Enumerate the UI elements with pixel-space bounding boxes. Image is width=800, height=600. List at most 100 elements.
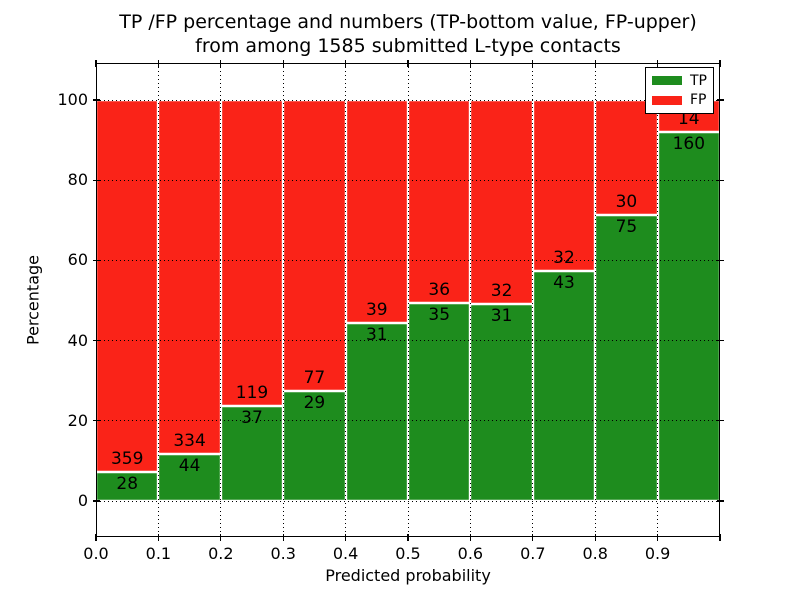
x-tick-mark-top bbox=[407, 59, 409, 67]
legend: TP FP bbox=[645, 67, 714, 114]
x-tick-mark-top bbox=[345, 59, 347, 67]
fp-legend-label: FP bbox=[690, 92, 707, 109]
x-tick-mark bbox=[657, 533, 659, 541]
tp-count-label: 28 bbox=[116, 473, 139, 494]
x-tick-mark-top bbox=[532, 59, 534, 67]
legend-entry-fp: FP bbox=[652, 93, 709, 107]
v-gridline bbox=[220, 63, 222, 537]
fp-legend-swatch bbox=[652, 95, 682, 105]
x-tick-mark-top bbox=[657, 59, 659, 67]
fp-count-label: 36 bbox=[428, 280, 451, 301]
tp-count-label: 35 bbox=[428, 305, 451, 326]
x-tick-label: 0.1 bbox=[145, 544, 172, 563]
x-tick-label: 0.3 bbox=[270, 544, 296, 563]
x-tick-mark-top bbox=[594, 59, 596, 67]
legend-entry-tp: TP bbox=[652, 74, 709, 88]
v-gridline bbox=[594, 63, 596, 537]
x-tick-mark bbox=[220, 533, 222, 541]
v-gridline bbox=[282, 63, 284, 537]
tp-count-label: 43 bbox=[553, 273, 575, 294]
chart-title-line1: TP /FP percentage and numbers (TP-bottom… bbox=[119, 11, 697, 33]
y-tick-mark-right bbox=[716, 179, 724, 181]
tp-count-label: 37 bbox=[241, 407, 263, 428]
y-tick-label: 100 bbox=[57, 90, 88, 109]
y-axis-label: Percentage bbox=[23, 254, 43, 346]
plot-area: 359 28 334 44 119 37 77 29 39 31 36 35 32 31 32 43 30 75 1… bbox=[57, 59, 724, 563]
tp-count-label: 31 bbox=[490, 305, 513, 326]
tp-legend-swatch bbox=[652, 76, 682, 86]
x-tick-mark bbox=[345, 533, 347, 541]
x-tick-mark bbox=[95, 533, 97, 541]
y-tick-mark bbox=[92, 340, 100, 342]
y-tick-label: 60 bbox=[67, 250, 88, 270]
fp-count-label: 359 bbox=[110, 448, 144, 469]
x-tick-mark-top bbox=[282, 59, 284, 67]
y-tick-mark bbox=[92, 259, 100, 261]
x-tick-label: 0.5 bbox=[395, 544, 421, 563]
v-gridline bbox=[157, 63, 159, 537]
y-tick-label: 20 bbox=[67, 410, 88, 430]
y-tick-mark bbox=[92, 99, 100, 101]
x-tick-mark bbox=[719, 533, 721, 541]
fp-count-label: 32 bbox=[490, 280, 513, 301]
bar-tp-segment bbox=[96, 471, 159, 501]
bar-tp-segment bbox=[283, 391, 346, 501]
y-tick-mark bbox=[92, 179, 100, 181]
y-tick-mark-right bbox=[716, 420, 724, 422]
bar-fp-segment bbox=[96, 100, 159, 472]
x-tick-label: 0.9 bbox=[644, 544, 671, 563]
x-tick-mark-top bbox=[469, 59, 471, 67]
chart-title: TP /FP percentage and numbers (TP-bottom… bbox=[96, 10, 720, 58]
fp-count-label: 334 bbox=[173, 431, 206, 452]
bar-tp-segment bbox=[595, 214, 658, 501]
x-tick-label: 0.0 bbox=[83, 544, 109, 563]
x-tick-label: 0.6 bbox=[457, 544, 484, 563]
x-tick-mark bbox=[594, 533, 596, 541]
bar-fp-segment bbox=[408, 100, 471, 304]
fp-count-label: 77 bbox=[303, 368, 326, 389]
bar-fp-segment bbox=[345, 100, 408, 324]
bar-tp-segment bbox=[220, 405, 284, 501]
x-tick-label: 0.2 bbox=[208, 544, 234, 563]
x-tick-mark-top bbox=[157, 59, 159, 67]
y-tick-label: 40 bbox=[67, 330, 88, 350]
tp-count-label: 31 bbox=[365, 325, 388, 346]
x-tick-mark-top bbox=[220, 59, 222, 67]
y-tick-mark bbox=[92, 420, 100, 422]
fp-count-label: 32 bbox=[553, 248, 575, 269]
v-gridline bbox=[532, 63, 534, 537]
tp-count-label: 29 bbox=[303, 393, 326, 414]
v-gridline bbox=[469, 63, 471, 537]
bar-tp-segment bbox=[532, 271, 596, 501]
x-tick-label: 0.7 bbox=[520, 544, 546, 563]
fp-count-label: 14 bbox=[677, 109, 700, 130]
bar-fp-segment bbox=[283, 100, 346, 392]
y-tick-mark bbox=[92, 500, 100, 502]
x-tick-label: 0.4 bbox=[332, 544, 359, 563]
bar-tp-segment bbox=[408, 303, 471, 501]
bar-fp-segment bbox=[595, 100, 658, 215]
x-tick-mark-top bbox=[719, 59, 721, 67]
x-tick-mark-top bbox=[95, 59, 97, 67]
v-gridline bbox=[407, 63, 409, 537]
bar-fp-segment bbox=[158, 100, 221, 455]
x-tick-mark bbox=[469, 533, 471, 541]
bar-fp-segment bbox=[220, 100, 284, 406]
x-axis-label: Predicted probability bbox=[325, 566, 491, 585]
y-tick-mark-right bbox=[716, 99, 724, 101]
bar-tp-segment bbox=[158, 454, 221, 501]
tp-legend-label: TP bbox=[690, 72, 707, 89]
v-gridline bbox=[345, 63, 347, 537]
x-tick-mark bbox=[407, 533, 409, 541]
fp-count-label: 39 bbox=[365, 300, 388, 321]
fp-count-label: 119 bbox=[235, 382, 269, 403]
y-tick-mark-right bbox=[716, 259, 724, 261]
bar-tp-segment bbox=[345, 323, 408, 501]
v-gridline bbox=[657, 63, 659, 537]
bar-fp-segment bbox=[470, 100, 533, 304]
x-tick-mark bbox=[157, 533, 159, 541]
x-tick-mark bbox=[282, 533, 284, 541]
tp-count-label: 44 bbox=[178, 456, 201, 477]
tp-count-label: 75 bbox=[615, 216, 638, 237]
